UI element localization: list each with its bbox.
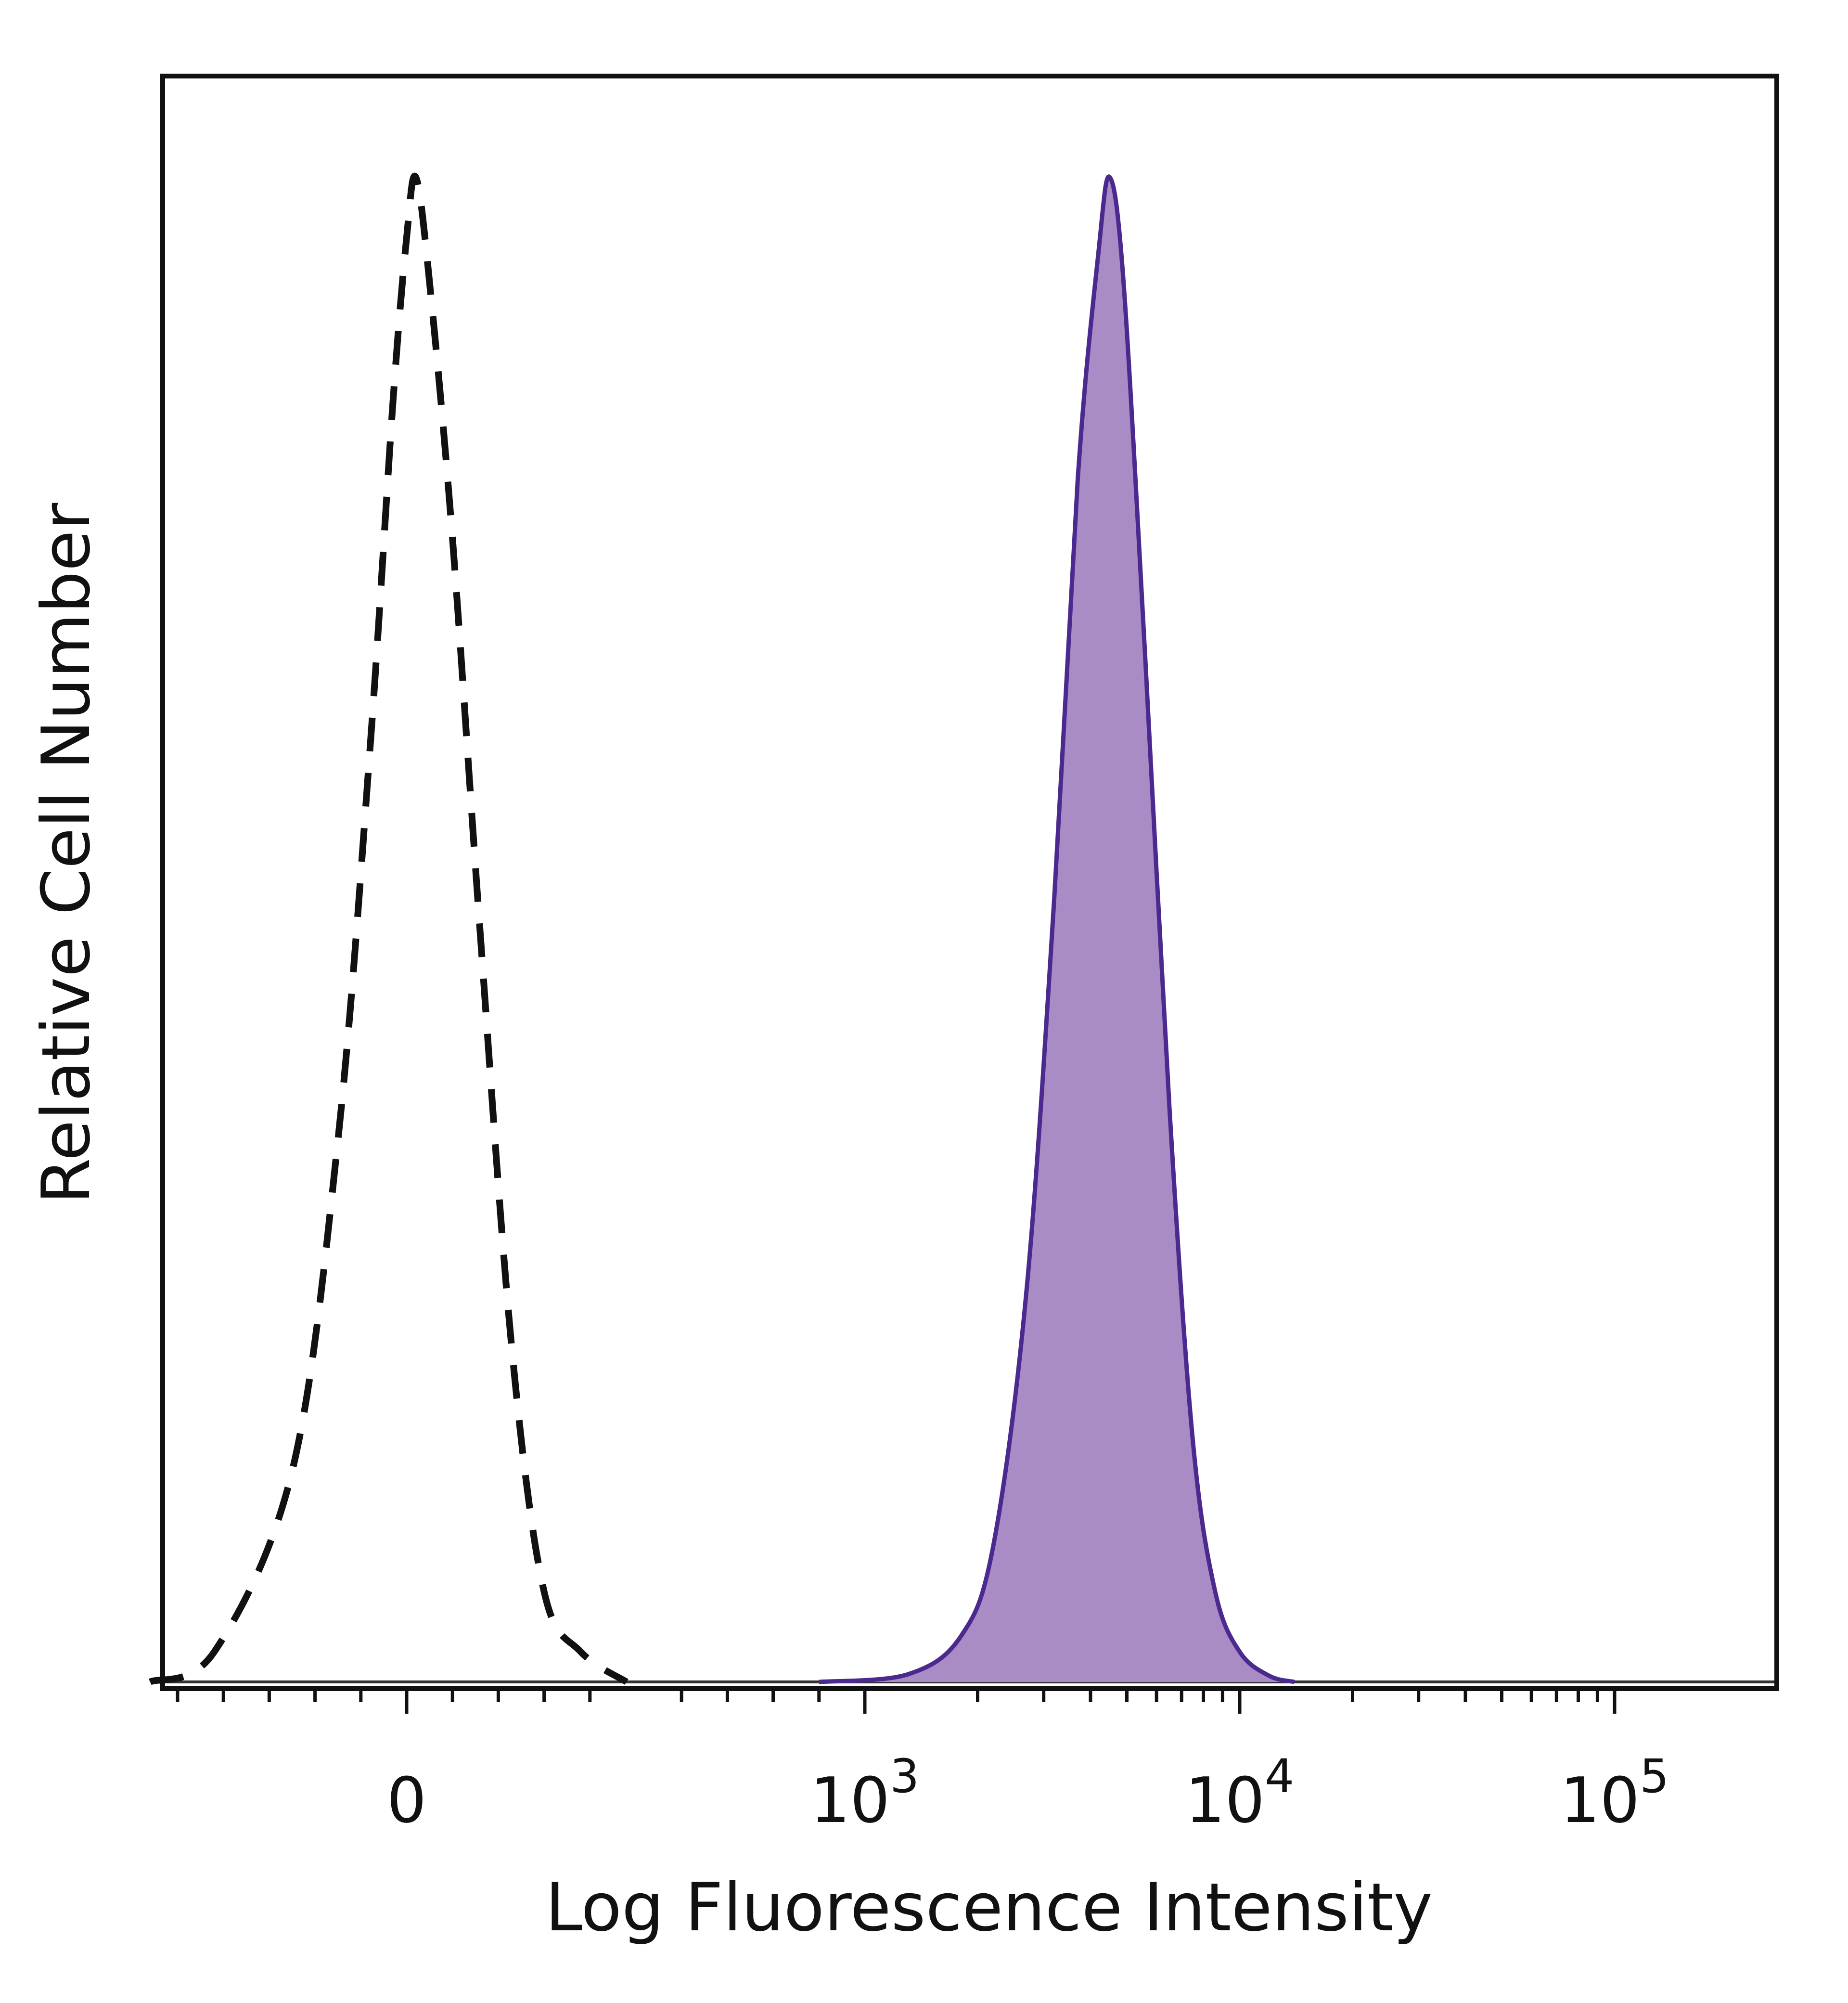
x-tick-label: 103 bbox=[810, 1749, 920, 1837]
x-tick-label: 104 bbox=[1185, 1749, 1295, 1837]
x-axis-ticks bbox=[176, 1689, 1617, 1714]
plot-area bbox=[148, 172, 1777, 1685]
x-tick-label: 105 bbox=[1560, 1749, 1669, 1837]
stained-histogram-line bbox=[819, 174, 1295, 1684]
y-axis-title: Relative Cell Number bbox=[27, 503, 105, 1204]
stained-histogram-fill bbox=[819, 176, 1295, 1682]
x-axis-tick-labels: 0 103 104 105 bbox=[387, 1749, 1669, 1837]
x-axis-title: Log Fluorescence Intensity bbox=[545, 1869, 1433, 1946]
x-tick-label: 0 bbox=[387, 1764, 427, 1837]
plot-frame bbox=[160, 74, 1779, 1691]
control-histogram-dashed bbox=[148, 172, 629, 1685]
